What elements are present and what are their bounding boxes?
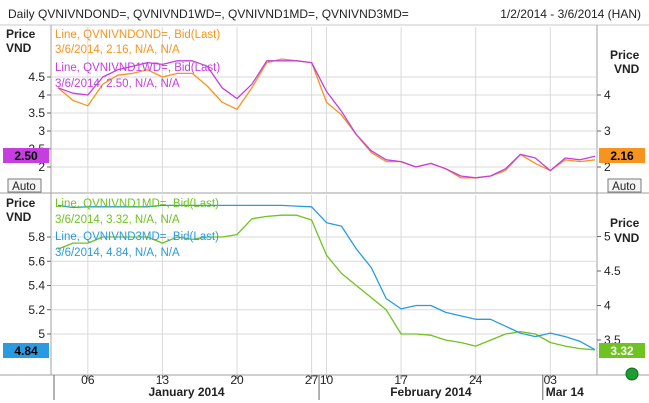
badge-1w: 2.50 bbox=[3, 148, 49, 163]
x-month-labels: January 2014 February 2014 Mar 14 bbox=[53, 375, 584, 400]
panel2-right-tick: 4.5 bbox=[604, 264, 621, 278]
panel1-left-tick: 3.5 bbox=[28, 106, 45, 120]
legend-1w-values: 3/6/2014, 2.50, N/A, N/A bbox=[55, 78, 180, 90]
legend-1m-values: 3/6/2014, 3.32, N/A, N/A bbox=[55, 214, 180, 226]
auto-left-box[interactable] bbox=[7, 178, 42, 193]
badge-3m-value: 4.84 bbox=[14, 344, 38, 358]
panel1-left-tick: 4.5 bbox=[28, 70, 45, 84]
badge-ond: 2.16 bbox=[599, 148, 645, 163]
panel1-left-tick: 4 bbox=[38, 88, 45, 102]
legend-3m-values: 3/6/2014, 4.84, N/A, N/A bbox=[55, 247, 180, 259]
green-status-dot-icon bbox=[625, 367, 639, 381]
x-tick-label: 13 bbox=[156, 373, 170, 387]
panel1-right-label-price: Price bbox=[610, 48, 640, 62]
legend-ond-name: Line, QVNIVNDOND=, Bid(Last) bbox=[55, 29, 220, 41]
x-tick-label: 27 bbox=[305, 373, 319, 387]
x-month-label: January 2014 bbox=[148, 385, 224, 399]
panel1-right-tick: 2 bbox=[604, 160, 611, 174]
series-line-1w bbox=[57, 60, 596, 179]
panel1-left-label-unit: VND bbox=[6, 41, 32, 55]
panel1-left-label-price: Price bbox=[6, 27, 36, 41]
series-line-1m bbox=[57, 214, 596, 351]
badge-1m-value: 3.32 bbox=[610, 344, 634, 358]
panel2-left-ticks: 5 5.2 5.4 5.6 5.8 bbox=[28, 230, 51, 341]
badge-3m-box bbox=[3, 343, 49, 358]
panel2-right-label-unit: VND bbox=[614, 231, 640, 245]
panel1-left-tick: 2 bbox=[38, 160, 45, 174]
x-month-label: Mar 14 bbox=[546, 385, 584, 399]
auto-right-button[interactable]: Auto bbox=[607, 178, 642, 193]
panel1-right-label-unit: VND bbox=[614, 62, 640, 76]
panel1-right-tick: 3 bbox=[604, 124, 611, 138]
panel2-left-tick: 5.4 bbox=[28, 279, 45, 293]
panel2-left-label-unit: VND bbox=[6, 210, 32, 224]
auto-left-button[interactable]: Auto bbox=[7, 178, 42, 193]
panel1-right-tick: 4 bbox=[604, 88, 611, 102]
badge-1w-box bbox=[3, 148, 49, 163]
legend-1w-name: Line, QVNIVND1WD=, Bid(Last) bbox=[55, 62, 220, 74]
panel2-right-label-price: Price bbox=[610, 216, 640, 230]
x-month-label: February 2014 bbox=[390, 385, 472, 399]
x-tick-label: 10 bbox=[320, 373, 334, 387]
chart-title: Daily QVNIVNDOND=, QVNIVND1WD=, QVNIVND1… bbox=[8, 7, 409, 21]
x-day-ticks: 06 13 20 27 10 17 24 03 bbox=[81, 373, 557, 387]
panel2-left-tick: 5.6 bbox=[28, 254, 45, 268]
date-range: 1/2/2014 - 3/6/2014 (HAN) bbox=[500, 7, 641, 21]
badge-1w-value: 2.50 bbox=[14, 149, 38, 163]
badge-ond-box bbox=[599, 148, 645, 163]
panel1-right-ticks: 2 3 4 bbox=[597, 88, 611, 174]
legend-ond-values: 3/6/2014, 2.16, N/A, N/A bbox=[55, 44, 180, 56]
legend-3m-name: Line, QVNIVND3MD=, Bid(Last) bbox=[55, 231, 219, 243]
x-tick-label: 17 bbox=[394, 373, 408, 387]
series-lines bbox=[57, 58, 596, 351]
series-line-ond bbox=[57, 58, 596, 179]
x-tick-label: 06 bbox=[81, 373, 95, 387]
panel2-left-tick: 5.2 bbox=[28, 303, 45, 317]
panel2-right-tick: 5 bbox=[604, 230, 611, 244]
x-tick-label: 24 bbox=[469, 373, 483, 387]
x-tick-label: 20 bbox=[230, 373, 244, 387]
badge-3m: 4.84 bbox=[3, 343, 49, 358]
panel1-legend: Line, QVNIVNDOND=, Bid(Last) 3/6/2014, 2… bbox=[55, 29, 220, 90]
x-grid bbox=[87, 27, 551, 374]
panel2-right-tick: 4 bbox=[604, 299, 611, 313]
panel2-left-tick: 5 bbox=[38, 327, 45, 341]
panel2-legend: Line, QVNIVND1MD=, Bid(Last) 3/6/2014, 3… bbox=[55, 198, 219, 259]
series-line-3m bbox=[57, 204, 596, 351]
legend-1m-name: Line, QVNIVND1MD=, Bid(Last) bbox=[55, 198, 219, 210]
auto-right-box[interactable] bbox=[607, 178, 642, 193]
badge-1m: 3.32 bbox=[599, 343, 645, 358]
badge-ond-value: 2.16 bbox=[610, 149, 634, 163]
x-tick-label: 03 bbox=[544, 373, 558, 387]
auto-left-label[interactable]: Auto bbox=[12, 181, 36, 193]
panel1-left-tick: 3 bbox=[38, 124, 45, 138]
panel2-left-tick: 5.8 bbox=[28, 230, 45, 244]
auto-right-label[interactable]: Auto bbox=[612, 181, 636, 193]
panel2-left-label-price: Price bbox=[6, 196, 36, 210]
badge-1m-box bbox=[599, 343, 645, 358]
